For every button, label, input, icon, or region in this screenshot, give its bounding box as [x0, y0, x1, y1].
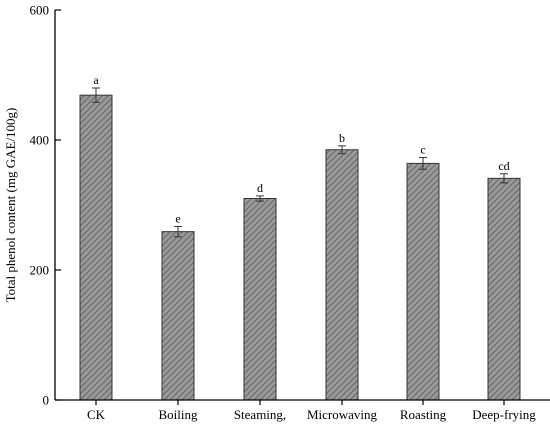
error-bar: [338, 145, 346, 155]
significance-letter: c: [420, 143, 425, 157]
x-category-label: Boiling: [158, 407, 198, 422]
bar: [243, 198, 277, 401]
significance-letter: cd: [498, 159, 509, 173]
x-category-label: Deep-frying: [472, 407, 536, 422]
y-tick-label: 200: [30, 263, 50, 278]
x-category-label: Steaming,: [234, 407, 286, 422]
x-category-label: Microwaving: [307, 407, 378, 422]
error-bar: [500, 173, 508, 184]
bar: [79, 94, 113, 401]
bar: [161, 231, 195, 401]
y-axis-ticks: 0 200 400 600: [30, 3, 61, 408]
y-axis-title: Total phenol content (mg GAE/100g): [3, 108, 18, 303]
error-bar: [92, 87, 100, 103]
significance-labels: a e d b c cd: [93, 73, 509, 225]
y-tick-label: 0: [43, 393, 50, 408]
x-category-label: CK: [87, 407, 106, 422]
bar: [406, 162, 440, 401]
significance-letter: e: [175, 211, 180, 225]
significance-letter: b: [339, 131, 345, 145]
error-bars: [92, 87, 508, 238]
significance-letter: a: [93, 73, 99, 87]
x-axis-categories: CK Boiling Steaming, Microwaving Roasting Dee…: [87, 400, 536, 422]
bars: [79, 94, 521, 401]
error-bar: [174, 225, 182, 238]
bar: [325, 149, 359, 401]
bar: [487, 177, 521, 401]
y-tick-label: 600: [30, 3, 50, 18]
significance-letter: d: [257, 181, 263, 195]
error-bar: [256, 195, 264, 202]
error-bar: [419, 157, 427, 170]
x-category-label: Roasting: [400, 407, 447, 422]
y-tick-label: 400: [30, 133, 50, 148]
